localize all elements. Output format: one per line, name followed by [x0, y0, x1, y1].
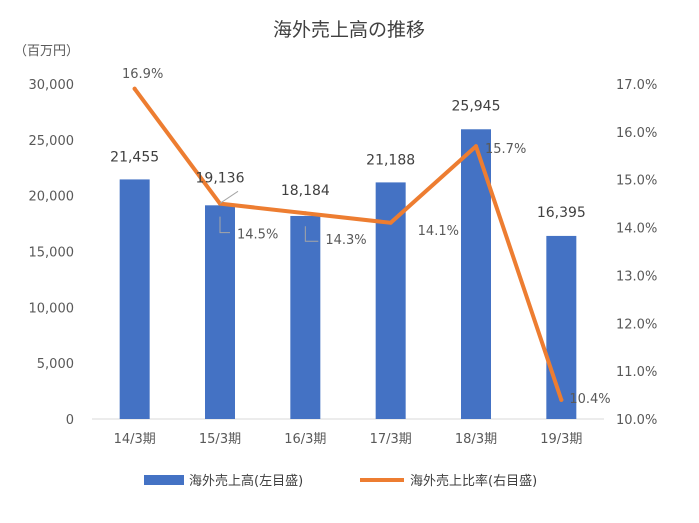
line-data-label: 14.5%: [237, 228, 278, 243]
y-left-tick-label: 5,000: [37, 357, 74, 372]
x-tick-label: 16/3期: [284, 432, 326, 447]
line-data-label: 15.7%: [485, 142, 526, 157]
x-tick-label: 17/3期: [370, 432, 412, 447]
line-point: [303, 211, 308, 216]
legend: 海外売上高(左目盛) 海外売上比率(右目盛): [144, 473, 537, 489]
line-data-label: 14.1%: [418, 224, 459, 239]
y-right-tick-label: 11.0%: [616, 365, 657, 380]
y-right-tick-label: 10.0%: [616, 413, 657, 428]
y-left-tick-label: 30,000: [29, 78, 75, 93]
y-left-tick-label: 20,000: [29, 190, 75, 205]
y-left-tick-label: 25,000: [29, 134, 75, 149]
legend-label-line: 海外売上比率(右目盛): [410, 473, 537, 489]
y-left-tick-label: 0: [66, 413, 74, 428]
x-tick-label: 15/3期: [199, 432, 241, 447]
line-point: [388, 220, 393, 225]
y-right-tick-label: 15.0%: [616, 174, 657, 189]
line-path: [132, 86, 564, 402]
bar: [119, 179, 150, 419]
y-right-tick-label: 13.0%: [616, 269, 657, 284]
y-right-tick-label: 16.0%: [616, 126, 657, 141]
leader-line: [304, 226, 319, 242]
y-right-tick-label: 17.0%: [616, 78, 657, 93]
y-right-tick-label: 12.0%: [616, 317, 657, 332]
bar-data-label: 16,395: [537, 205, 586, 221]
legend-swatch-bar: [144, 475, 184, 485]
chart-title: 海外売上高の推移: [273, 19, 425, 41]
x-tick-label: 14/3期: [114, 432, 156, 447]
y-left-tick-label: 10,000: [29, 301, 75, 316]
bar-data-label: 19,136: [196, 170, 245, 186]
line-data-label: 10.4%: [569, 392, 610, 407]
bar: [546, 235, 577, 419]
data-labels: 21,455 19,136 18,184 21,188 25,945 16,395 16.9…: [110, 67, 610, 407]
y-left-tick-label: 15,000: [29, 246, 75, 261]
leader-line: [219, 190, 239, 204]
bar: [375, 182, 406, 419]
bar-data-label: 25,945: [452, 98, 501, 114]
bar-data-label: 21,455: [110, 149, 159, 165]
bar: [205, 205, 235, 419]
x-tick-label: 19/3期: [540, 432, 582, 447]
legend-label-bar: 海外売上高(左目盛): [189, 473, 303, 489]
x-tick-label: 18/3期: [455, 432, 497, 447]
line-point: [559, 397, 564, 402]
axes: 0 5,000 10,000 15,000 20,000 25,000 30,000 10.0…: [29, 78, 658, 447]
line-series: [132, 86, 564, 402]
line-point: [474, 144, 478, 149]
y-left-unit-label: （百万円）: [14, 44, 79, 59]
leader-line: [219, 216, 230, 234]
line-data-label: 16.9%: [122, 67, 163, 82]
bar-series: [119, 129, 577, 420]
y-right-tick-label: 14.0%: [616, 222, 657, 237]
line-data-label: 14.3%: [325, 233, 366, 248]
bar-data-label: 21,188: [366, 152, 415, 168]
line-point: [132, 86, 137, 91]
bar-data-label: 18,184: [281, 183, 330, 199]
bar: [290, 215, 321, 419]
